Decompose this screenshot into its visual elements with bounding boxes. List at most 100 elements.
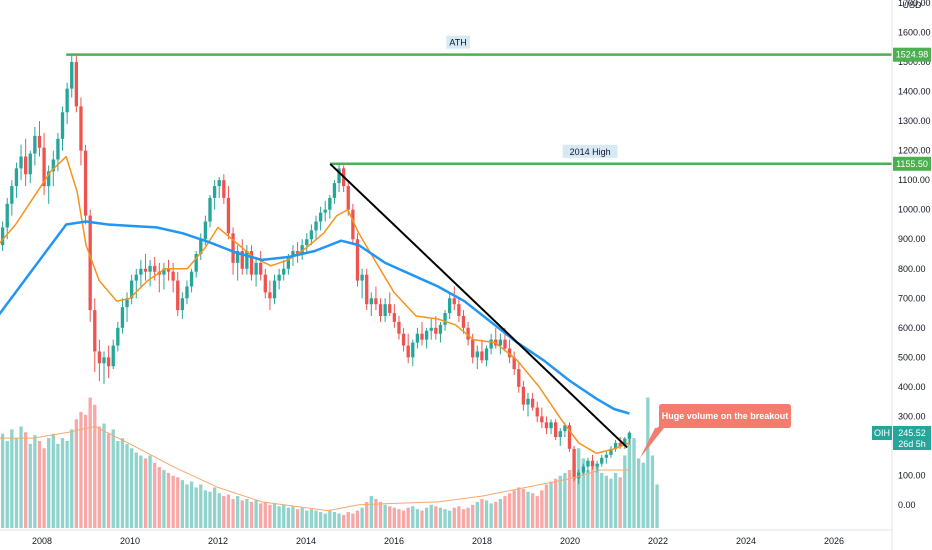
volume-bar <box>355 510 360 528</box>
candle-body <box>180 298 185 311</box>
volume-bar <box>406 507 410 528</box>
last-price-tag: OIH 245.52 26d 5h <box>872 426 931 450</box>
volume-bar <box>162 470 166 528</box>
volume-bar <box>323 513 327 528</box>
volume-bar <box>517 487 521 528</box>
candle-body <box>355 239 360 281</box>
candle-body <box>5 203 9 228</box>
candle-body <box>365 274 369 305</box>
volume-bar <box>341 514 346 528</box>
candle-body <box>558 431 562 438</box>
candle-body <box>194 254 198 272</box>
candle-body <box>74 62 79 107</box>
level-label: ATH <box>449 38 466 48</box>
candle-body <box>443 313 447 325</box>
volume-bar <box>125 443 129 528</box>
time-axis[interactable]: 2008 2010 2012 2014 2016 2018 2020 2022 2024 2026 <box>32 536 844 546</box>
y-tick-label: 1700.00 <box>898 0 931 8</box>
candle-body <box>512 357 516 370</box>
y-tick-label: 700.00 <box>898 293 926 303</box>
volume-bar <box>240 500 244 528</box>
volume-bar <box>613 472 618 528</box>
volume-bar <box>461 509 466 528</box>
y-tick-label: 100.00 <box>898 470 926 480</box>
volume-bar <box>480 499 484 528</box>
candle-body <box>369 298 373 305</box>
candle-body <box>351 209 355 240</box>
volume-bar <box>521 488 526 528</box>
volume-bar <box>530 493 535 528</box>
volume-bar <box>10 429 14 528</box>
volume-bar <box>47 438 51 528</box>
candle-body <box>567 425 572 449</box>
candle-body <box>282 268 286 275</box>
volume-bar <box>153 462 157 528</box>
volume-bar <box>512 490 516 528</box>
volume-bar <box>65 441 69 528</box>
candle-body <box>314 221 318 231</box>
candle-body <box>374 298 378 305</box>
candle-body <box>424 330 429 340</box>
volume-bar <box>369 496 373 528</box>
y-tick-label: 1100.00 <box>898 175 930 185</box>
volume-bar <box>222 496 226 528</box>
volume-bar <box>199 484 203 528</box>
candle-body <box>102 357 106 364</box>
candle-body <box>466 327 470 340</box>
candle-body <box>309 230 314 240</box>
volume-bar <box>374 499 378 528</box>
volume-bar <box>245 499 249 528</box>
volume-bar <box>79 412 83 528</box>
volume-bar <box>180 480 185 528</box>
candle-body <box>222 180 226 198</box>
candle-body <box>581 466 585 473</box>
volume-bar <box>328 510 332 528</box>
volume-bar <box>549 481 553 528</box>
volume-bar <box>97 426 102 528</box>
volume-bar <box>655 484 659 528</box>
y-tick-label: 600.00 <box>898 323 926 333</box>
candle-body <box>120 307 125 328</box>
volume-bar <box>609 478 613 528</box>
candle-body <box>56 138 60 160</box>
volume-bar <box>494 501 498 528</box>
volume-bar <box>203 490 208 528</box>
candle-body <box>111 345 115 367</box>
x-tick-label: 2008 <box>32 536 52 546</box>
candle-body <box>199 239 203 254</box>
volume-bar <box>577 448 581 528</box>
volume-bar <box>595 464 599 528</box>
volume-bar <box>157 467 161 528</box>
candle-body <box>484 348 489 361</box>
candle-body <box>134 274 138 281</box>
volume-bar <box>254 500 258 528</box>
candle-body <box>162 268 166 275</box>
candle-body <box>231 233 235 263</box>
volume-bar <box>489 503 493 528</box>
candle-body <box>249 251 254 275</box>
candle-body <box>93 310 97 352</box>
level-price-tags: 1524.98 1155.50 <box>893 47 931 171</box>
candle-body <box>19 156 23 169</box>
callout-text: Huge volume on the breakout <box>662 411 789 421</box>
volume-bar <box>33 435 37 528</box>
candle-body <box>526 398 530 405</box>
candle-body <box>106 357 111 367</box>
volume-bar <box>554 478 558 528</box>
volume-bar <box>318 512 323 528</box>
candle-body <box>563 425 567 432</box>
candle-body <box>129 280 134 299</box>
candle-body <box>554 422 558 438</box>
last-price-value: 245.52 <box>898 428 926 438</box>
candle-body <box>166 268 171 272</box>
x-tick-label: 2018 <box>472 536 492 546</box>
annotation-callout[interactable]: Huge volume on the breakout <box>640 404 791 458</box>
candle-body <box>33 135 37 154</box>
volume-bar <box>305 510 309 528</box>
candle-body <box>300 245 304 254</box>
volume-bar <box>74 419 79 528</box>
candle-body <box>627 432 632 439</box>
volume-bar <box>143 458 148 528</box>
candle-body <box>595 463 599 467</box>
